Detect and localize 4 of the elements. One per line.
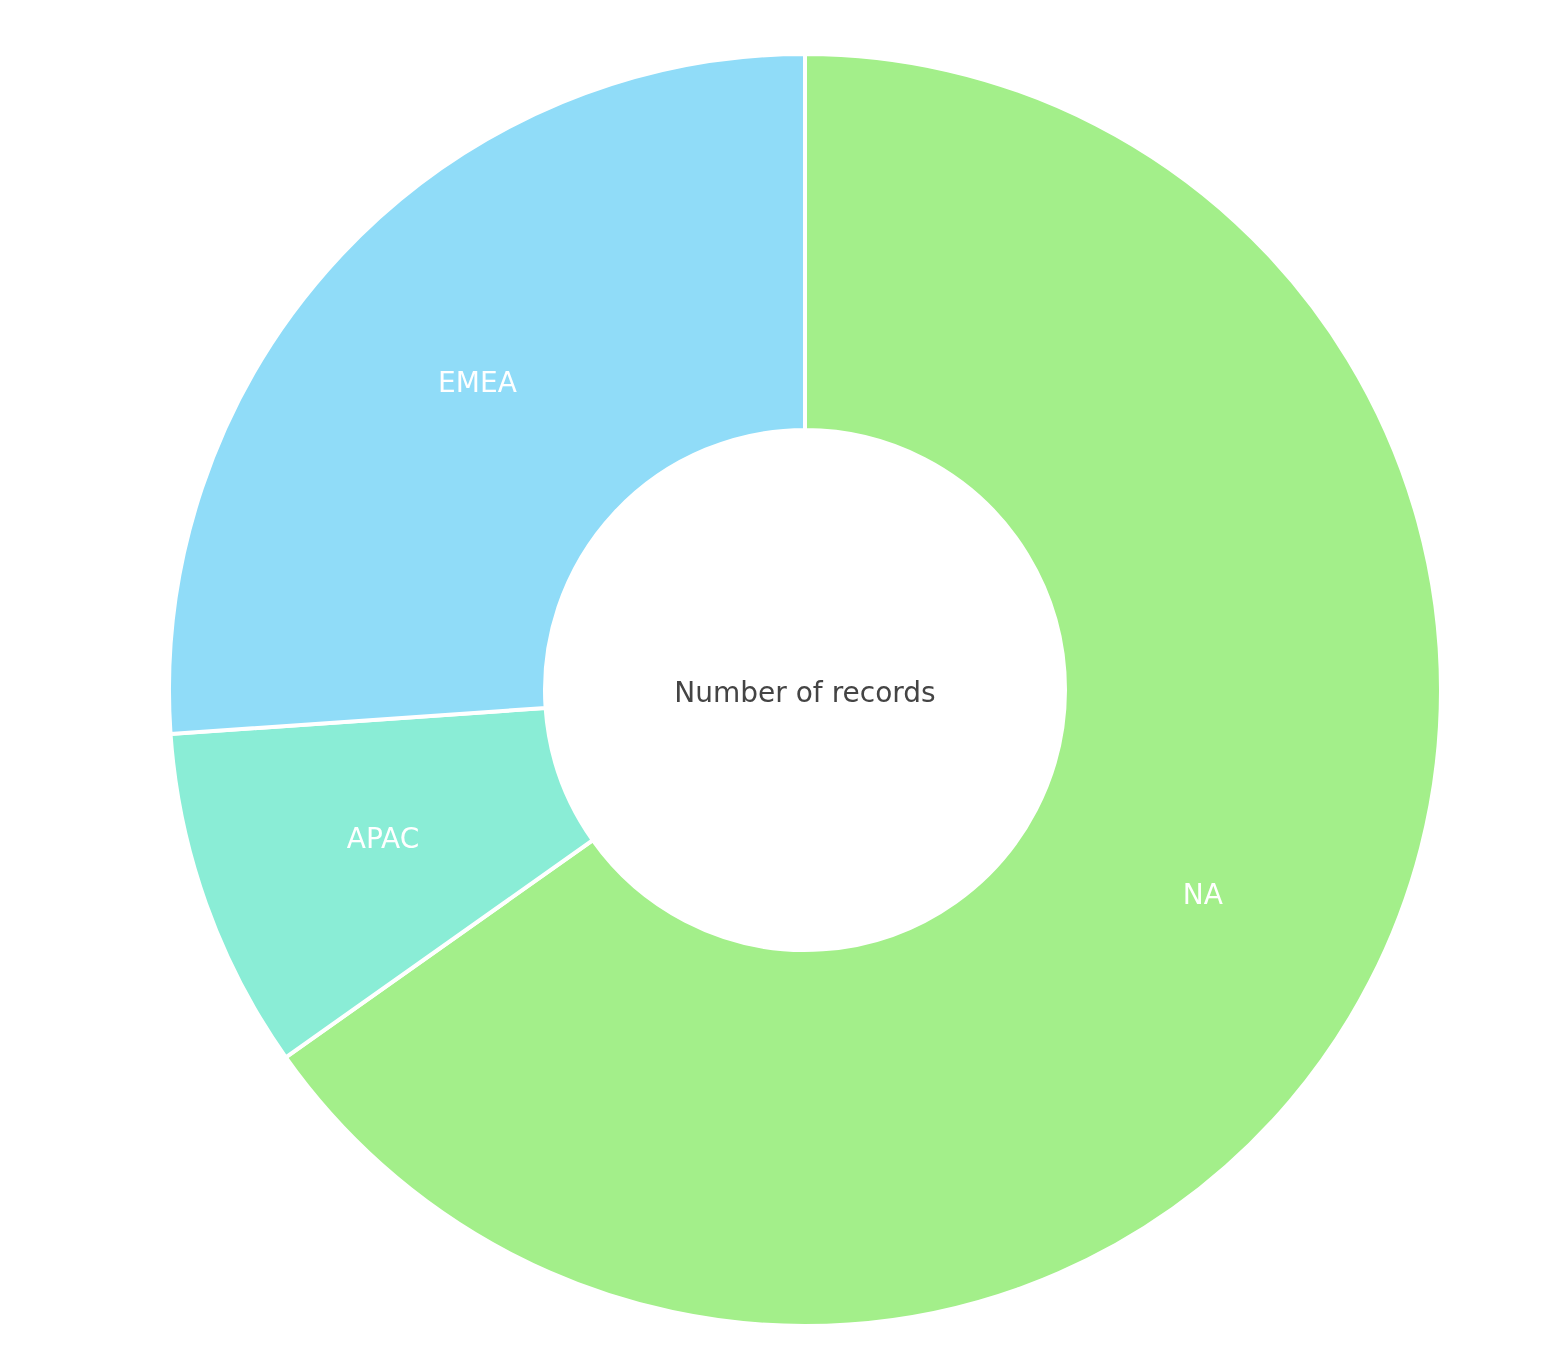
text: Number of records [674, 676, 936, 709]
slice-label: NA [1182, 877, 1223, 911]
slice-label: EMEA [438, 366, 517, 400]
slice-label: APAC [346, 822, 420, 856]
